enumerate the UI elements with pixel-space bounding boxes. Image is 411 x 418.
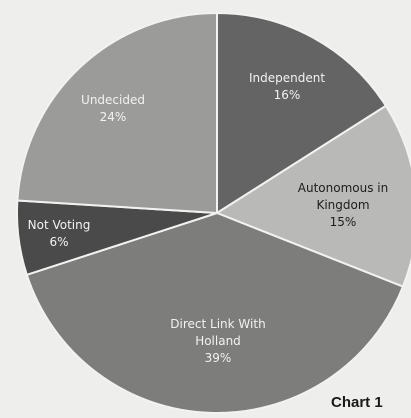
slice-label: Direct Link With Holland 39%: [170, 317, 265, 365]
slice-labels: Independent 16% Autonomous in Kingdom 15% Dir…: [28, 71, 389, 365]
slice-label: Undecided 24%: [81, 93, 145, 124]
chart-caption: Chart 1: [331, 394, 383, 411]
pie-slice-undecided: [16, 11, 218, 215]
pie-slice-direct-link-with-holland: [25, 211, 405, 414]
pie-slices: [16, 11, 411, 414]
pie-slice-autonomous-in-kingdom: [214, 104, 411, 288]
slice-label: Not Voting 6%: [28, 218, 91, 249]
slice-label: Independent 16%: [249, 71, 325, 102]
pie-slice-independent: [216, 11, 388, 215]
slice-label: Autonomous in Kingdom 15%: [298, 181, 388, 229]
